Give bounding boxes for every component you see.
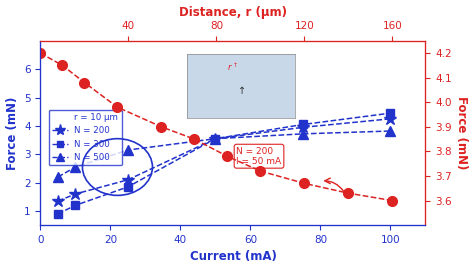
Text: N = 200
I = 50 mA: N = 200 I = 50 mA — [237, 147, 282, 166]
Y-axis label: Force (mN): Force (mN) — [6, 96, 18, 170]
X-axis label: Current (mA): Current (mA) — [190, 250, 276, 263]
Y-axis label: Force (mN): Force (mN) — [456, 96, 468, 170]
Legend: r = 10 μm, N = 200, N = 300, N = 500: r = 10 μm, N = 200, N = 300, N = 500 — [49, 110, 122, 165]
X-axis label: Distance, r (μm): Distance, r (μm) — [179, 6, 287, 19]
